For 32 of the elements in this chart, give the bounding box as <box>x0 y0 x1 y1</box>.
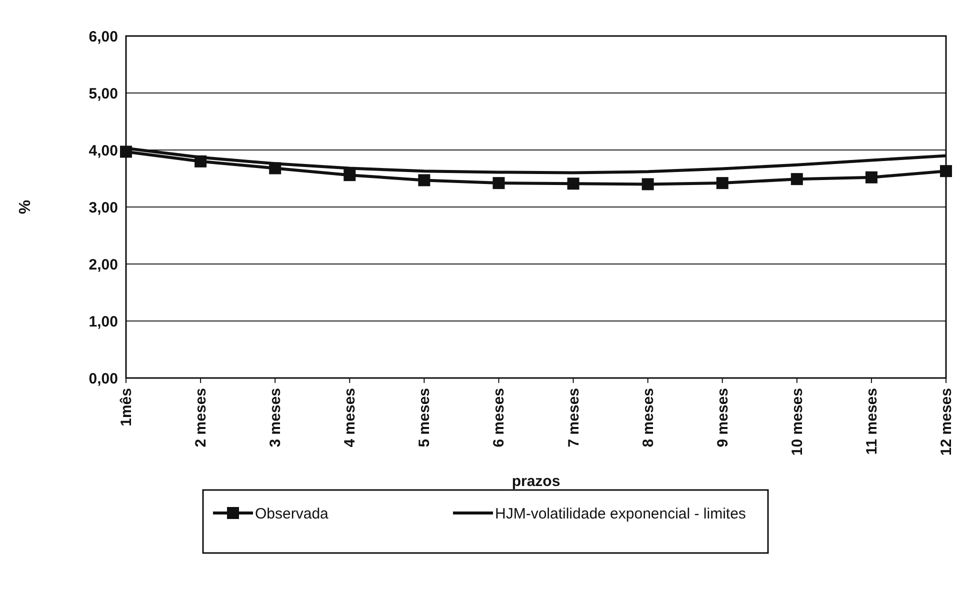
x-tick-label: 7 meses <box>565 388 582 448</box>
x-tick-label: 2 meses <box>192 388 210 448</box>
x-tick-label: 6 meses <box>490 388 508 448</box>
x-axis-title: prazos <box>512 473 560 490</box>
x-tick-label: 8 meses <box>640 388 657 448</box>
x-tick-label: 4 meses <box>342 388 359 448</box>
x-tick-label: 12 meses <box>938 388 955 456</box>
y-tick-label: 6,00 <box>88 28 118 46</box>
point <box>418 174 430 186</box>
point <box>642 178 654 190</box>
point <box>492 177 505 190</box>
y-tick-label: 5,00 <box>88 85 118 102</box>
point <box>790 173 803 186</box>
y-tick-label: 0,00 <box>88 370 118 388</box>
point <box>716 177 728 190</box>
point <box>344 169 356 182</box>
x-tick-label: 1mês <box>118 388 135 426</box>
x-tick-label: 10 meses <box>788 388 806 456</box>
point <box>567 178 580 190</box>
x-tick-label: 11 meses <box>863 388 880 455</box>
point <box>940 165 952 178</box>
y-axis-title: % <box>17 200 34 214</box>
x-tick-label: 3 meses <box>267 388 284 448</box>
y-tick-label: 2,00 <box>88 256 118 274</box>
legend-label: Observada <box>255 505 330 522</box>
y-tick-label: 3,00 <box>88 199 118 216</box>
y-tick-label: 4,00 <box>88 142 118 160</box>
legend-label: HJM-volatilidade exponencial - limites <box>495 505 746 522</box>
x-tick-label: 9 meses <box>714 388 732 448</box>
point <box>865 171 878 184</box>
x-tick-label: 5 meses <box>416 388 434 448</box>
y-tick-label: 1,00 <box>88 313 118 330</box>
